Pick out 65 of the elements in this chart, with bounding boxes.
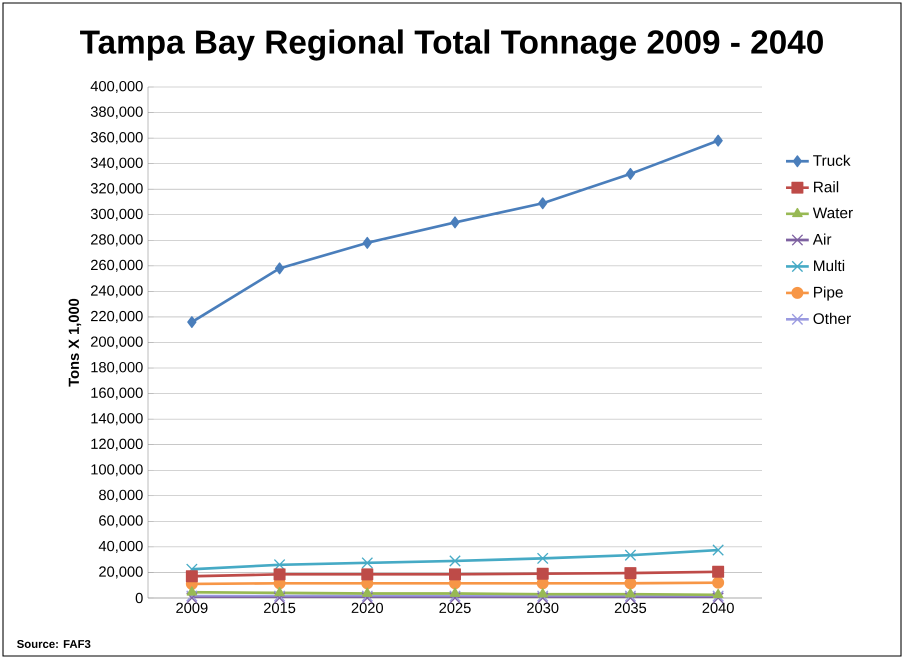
legend-label: Truck — [813, 154, 851, 166]
point — [186, 570, 198, 582]
source-note: Source: FAF3 — [17, 640, 90, 648]
y-tick-label: 260,000 — [91, 260, 143, 272]
point — [361, 557, 374, 569]
point — [538, 197, 548, 210]
y-tick-label: 400,000 — [90, 80, 143, 94]
y-tick-label: 80,000 — [99, 490, 143, 502]
point — [274, 262, 284, 274]
point — [626, 168, 636, 180]
point — [625, 588, 636, 598]
y-tick-label: 220,000 — [91, 310, 143, 324]
point — [712, 576, 724, 589]
y-tick-label: 120,000 — [91, 438, 143, 451]
y-tick-label: 240,000 — [91, 285, 143, 298]
legend-label: Air — [812, 233, 832, 245]
x-tick-label: 2009 — [176, 602, 208, 614]
x-tick-label: 2040 — [702, 602, 734, 614]
y-tick-label: 60,000 — [99, 515, 143, 528]
point — [624, 549, 636, 562]
point — [450, 588, 460, 597]
y-tick-label: 200,000 — [91, 336, 143, 349]
point — [712, 566, 724, 578]
point — [186, 586, 198, 596]
y-tick-label: 300,000 — [90, 208, 143, 221]
point — [712, 588, 724, 598]
y-tick-label: 140,000 — [91, 413, 143, 426]
x-tick-label: 2020 — [352, 602, 384, 614]
point — [536, 552, 549, 564]
y-tick-label: 20,000 — [99, 566, 143, 578]
legend-label: Pipe — [814, 286, 843, 301]
point — [624, 567, 636, 580]
legend-label: Other — [814, 312, 851, 324]
y-tick-label: 0 — [136, 592, 143, 604]
point — [361, 568, 374, 580]
legend-label: Water — [812, 208, 853, 218]
point — [713, 134, 723, 147]
y-tick-label: 340,000 — [90, 158, 143, 170]
point — [274, 586, 285, 596]
legend-label: Multi — [814, 260, 844, 272]
y-axis-title: Tons X 1,000 — [68, 298, 82, 387]
y-tick-label: 280,000 — [91, 234, 143, 246]
y-tick-label: 380,000 — [90, 106, 143, 119]
point — [537, 588, 548, 598]
point — [449, 568, 461, 580]
point — [187, 316, 197, 328]
point — [449, 555, 461, 567]
x-tick-label: 2025 — [439, 602, 471, 614]
point — [362, 236, 372, 249]
point — [274, 568, 286, 580]
y-tick-label: 100,000 — [91, 464, 143, 476]
y-tick-label: 40,000 — [98, 540, 143, 553]
chart-title: Tampa Bay Regional Total Tonnage 2009 - 2040 — [80, 29, 823, 61]
y-tick-label: 160,000 — [91, 388, 143, 400]
point — [536, 568, 549, 580]
x-tick-label: 2015 — [264, 602, 296, 614]
legend-label: Rail — [814, 181, 838, 192]
x-tick-label: 2035 — [614, 602, 646, 614]
x-tick-label: 2030 — [527, 602, 558, 614]
point — [450, 216, 460, 228]
point — [712, 544, 724, 556]
y-tick-label: 360,000 — [90, 132, 143, 144]
point — [362, 588, 373, 597]
y-tick-label: 180,000 — [91, 362, 143, 374]
y-tick-label: 320,000 — [90, 183, 143, 196]
